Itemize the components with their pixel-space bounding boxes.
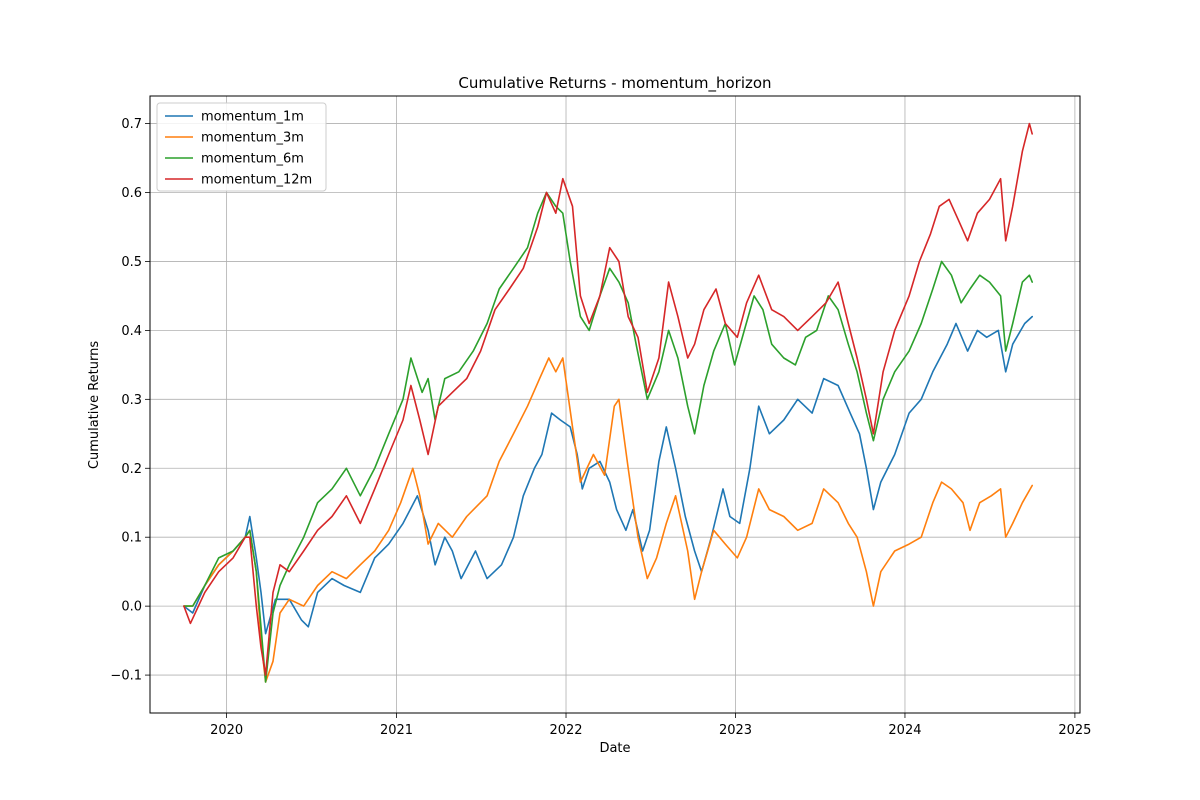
x-tick-label: 2025	[1058, 723, 1091, 738]
series-line-momentum-3m	[183, 357, 1033, 683]
y-tick-label: −0.1	[110, 669, 142, 684]
y-tick-label: 0.1	[121, 531, 142, 546]
y-tick-label: 0.4	[121, 324, 142, 339]
y-axis-title: Cumulative Returns	[87, 341, 102, 469]
y-tick-label: 0.7	[121, 117, 142, 132]
legend-label: momentum_3m	[201, 131, 304, 146]
x-tick-label: 2023	[719, 723, 752, 738]
legend-label: momentum_1m	[201, 110, 304, 125]
series-line-momentum-6m	[183, 191, 1033, 683]
x-tick-label: 2020	[210, 723, 243, 738]
x-tick-label: 2021	[380, 723, 413, 738]
chart-title: Cumulative Returns - momentum_horizon	[458, 74, 771, 93]
series-layer	[183, 122, 1033, 683]
y-tick-label: 0.3	[121, 393, 142, 408]
x-axis-title: Date	[599, 741, 630, 756]
y-tick-label: 0.5	[121, 255, 142, 270]
grid-layer	[150, 96, 1080, 713]
legend-box	[156, 102, 327, 192]
legend-label: momentum_6m	[201, 152, 304, 167]
y-tick-label: 0.0	[121, 600, 142, 615]
plot-area-frame	[149, 95, 1081, 714]
series-line-momentum-12m	[183, 122, 1033, 676]
y-tick-label: 0.2	[121, 462, 142, 477]
legend: momentum_1m momentum_3m momentum_6mmomentu…	[156, 102, 327, 192]
x-tick-label: 2024	[888, 723, 921, 738]
x-tick-label: 2022	[549, 723, 582, 738]
legend-label: momentum_12m	[201, 173, 312, 188]
y-tick-label: 0.6	[121, 186, 142, 201]
series-line-momentum-1m	[183, 315, 1033, 635]
ticks-layer: 2020 2021 2022 2023 2024 2025 −0.1 0.0 0.1 0.2 0.3…	[110, 117, 1091, 738]
